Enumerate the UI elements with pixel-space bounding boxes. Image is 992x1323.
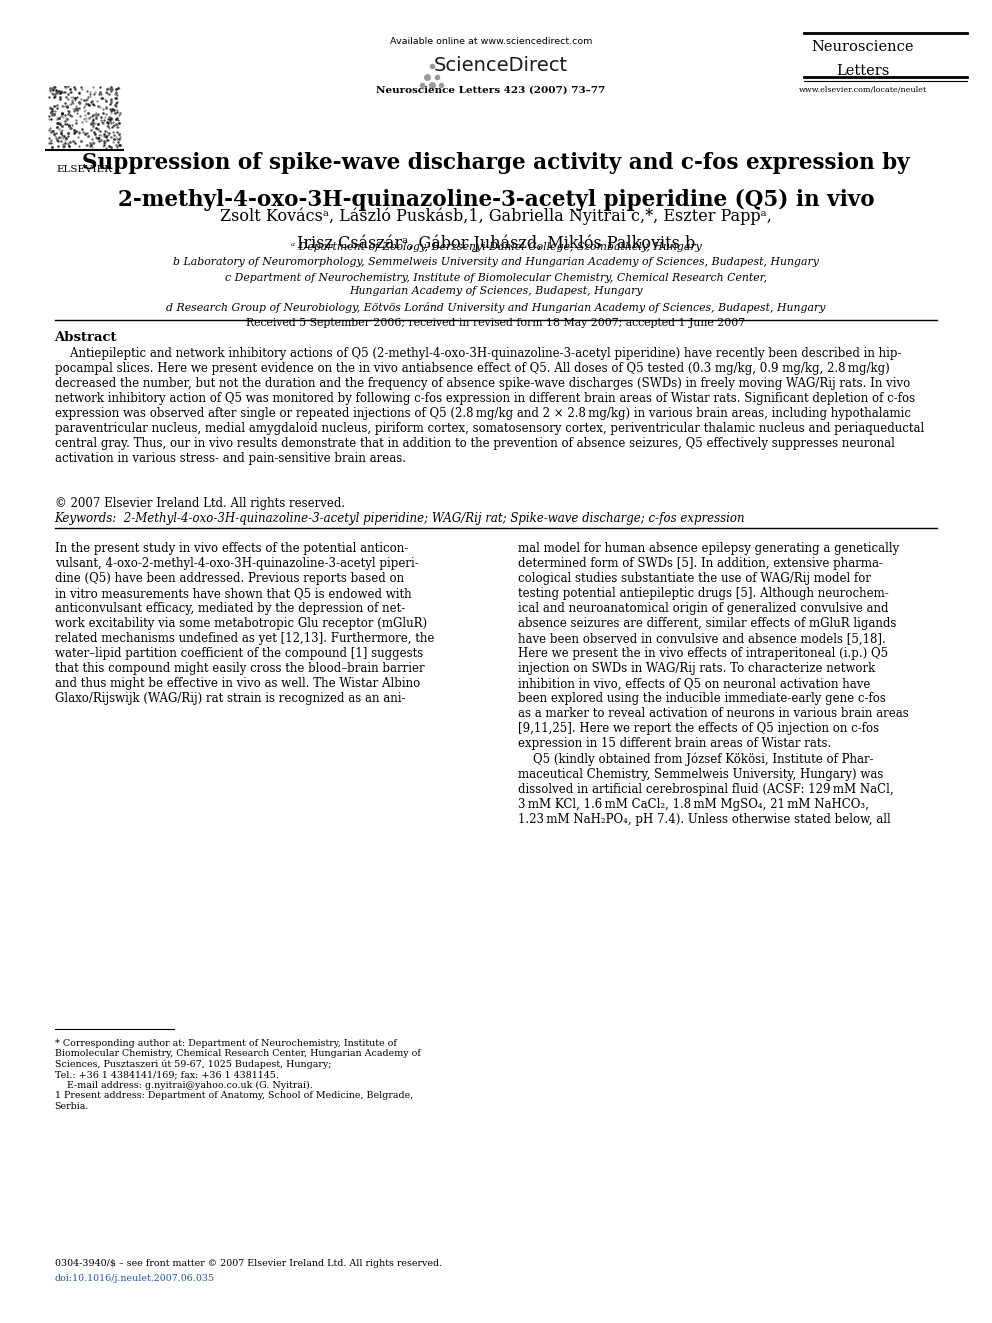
Text: Keywords:  2-Methyl-4-oxo-3H-quinazoline-3-acetyl piperidine; WAG/Rij rat; Spike: Keywords: 2-Methyl-4-oxo-3H-quinazoline-… [55, 512, 745, 525]
Text: * Corresponding author at: Department of Neurochemistry, Institute of
Biomolecul: * Corresponding author at: Department of… [55, 1039, 421, 1111]
Text: Zsolt Kovácsᵃ, László Puskásb,1, Gabriella Nyitrai c,*, Eszter Pappᵃ,: Zsolt Kovácsᵃ, László Puskásb,1, Gabriel… [220, 208, 772, 225]
Text: d Research Group of Neurobiology, Eötvös Loránd University and Hungarian Academy: d Research Group of Neurobiology, Eötvös… [167, 302, 825, 312]
Text: 2-methyl-4-oxo-3H-quinazoline-3-acetyl piperidine (Q5) in vivo: 2-methyl-4-oxo-3H-quinazoline-3-acetyl p… [118, 189, 874, 212]
Text: mal model for human absence epilepsy generating a genetically
determined form of: mal model for human absence epilepsy gen… [518, 542, 909, 826]
Text: www.elsevier.com/locate/neulet: www.elsevier.com/locate/neulet [799, 86, 928, 94]
Text: ELSEVIER: ELSEVIER [57, 165, 112, 175]
Text: ᵃ Department of Zoology, Berzsenyi Dániel College, Szombathely, Hungary: ᵃ Department of Zoology, Berzsenyi Dánie… [291, 241, 701, 251]
Text: In the present study in vivo effects of the potential anticon-
vulsant, 4-oxo-2-: In the present study in vivo effects of … [55, 542, 434, 705]
Text: Neuroscience: Neuroscience [811, 40, 915, 54]
Text: doi:10.1016/j.neulet.2007.06.035: doi:10.1016/j.neulet.2007.06.035 [55, 1274, 214, 1283]
Text: Available online at www.sciencedirect.com: Available online at www.sciencedirect.co… [390, 37, 592, 46]
Text: Irisz Császárᵃ, Gábor Juhászd, Miklós Palkovits b: Irisz Császárᵃ, Gábor Juhászd, Miklós Pa… [297, 234, 695, 251]
Text: Letters: Letters [836, 64, 890, 78]
Text: Neuroscience Letters 423 (2007) 73–77: Neuroscience Letters 423 (2007) 73–77 [376, 86, 606, 95]
Text: Abstract: Abstract [55, 331, 117, 344]
Text: Hungarian Academy of Sciences, Budapest, Hungary: Hungarian Academy of Sciences, Budapest,… [349, 286, 643, 296]
Text: 0304-3940/$ – see front matter © 2007 Elsevier Ireland Ltd. All rights reserved.: 0304-3940/$ – see front matter © 2007 El… [55, 1259, 441, 1269]
Text: ScienceDirect: ScienceDirect [434, 56, 568, 74]
Text: b Laboratory of Neuromorphology, Semmelweis University and Hungarian Academy of : b Laboratory of Neuromorphology, Semmelw… [173, 257, 819, 267]
Text: c Department of Neurochemistry, Institute of Biomolecular Chemistry, Chemical Re: c Department of Neurochemistry, Institut… [225, 273, 767, 283]
Text: Antiepileptic and network inhibitory actions of Q5 (2-methyl-4-oxo-3H-quinazolin: Antiepileptic and network inhibitory act… [55, 347, 924, 464]
Text: Suppression of spike-wave discharge activity and c-fos expression by: Suppression of spike-wave discharge acti… [82, 152, 910, 175]
Text: Received 5 September 2006; received in revised form 18 May 2007; accepted 1 June: Received 5 September 2006; received in r… [246, 318, 746, 328]
Text: © 2007 Elsevier Ireland Ltd. All rights reserved.: © 2007 Elsevier Ireland Ltd. All rights … [55, 497, 344, 511]
